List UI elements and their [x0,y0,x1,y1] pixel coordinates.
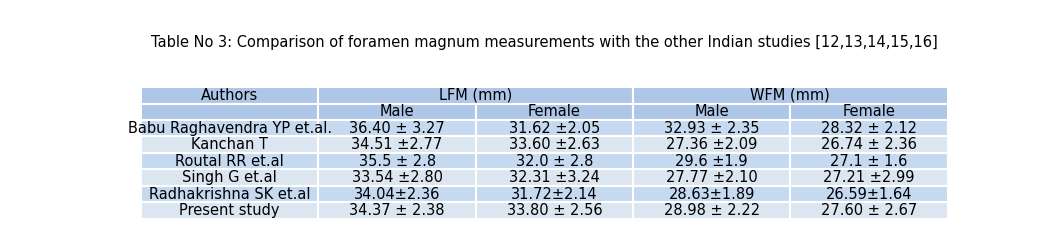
FancyBboxPatch shape [633,202,790,219]
FancyBboxPatch shape [633,103,790,120]
Text: 35.5 ± 2.8: 35.5 ± 2.8 [359,154,435,169]
FancyBboxPatch shape [141,103,319,120]
Text: Authors: Authors [201,88,258,103]
FancyBboxPatch shape [319,202,476,219]
Text: 32.93 ± 2.35: 32.93 ± 2.35 [664,121,759,136]
Text: 32.0 ± 2.8: 32.0 ± 2.8 [516,154,593,169]
Text: 36.40 ± 3.27: 36.40 ± 3.27 [349,121,445,136]
Text: Table No 3: Comparison of foramen magnum measurements with the other Indian stud: Table No 3: Comparison of foramen magnum… [151,34,938,50]
Text: 31.72±2.14: 31.72±2.14 [511,186,598,202]
Text: 28.98 ± 2.22: 28.98 ± 2.22 [664,203,759,218]
Text: Female: Female [842,104,895,119]
FancyBboxPatch shape [633,186,790,202]
FancyBboxPatch shape [476,120,633,136]
Text: 32.31 ±3.24: 32.31 ±3.24 [509,170,600,185]
Text: 33.80 ± 2.56: 33.80 ± 2.56 [507,203,602,218]
FancyBboxPatch shape [633,87,947,103]
Text: LFM (mm): LFM (mm) [439,88,512,103]
FancyBboxPatch shape [319,186,476,202]
Text: 29.6 ±1.9: 29.6 ±1.9 [675,154,748,169]
FancyBboxPatch shape [141,153,319,169]
FancyBboxPatch shape [476,153,633,169]
FancyBboxPatch shape [633,169,790,186]
Text: Radhakrishna SK et.al: Radhakrishna SK et.al [149,186,310,202]
Text: Routal RR et.al: Routal RR et.al [175,154,284,169]
Text: Female: Female [528,104,581,119]
FancyBboxPatch shape [790,136,947,153]
FancyBboxPatch shape [476,103,633,120]
FancyBboxPatch shape [633,153,790,169]
FancyBboxPatch shape [319,120,476,136]
Text: 27.36 ±2.09: 27.36 ±2.09 [666,137,757,152]
Text: 34.37 ± 2.38: 34.37 ± 2.38 [349,203,445,218]
FancyBboxPatch shape [633,136,790,153]
FancyBboxPatch shape [476,202,633,219]
FancyBboxPatch shape [141,186,319,202]
FancyBboxPatch shape [319,169,476,186]
Text: Kanchan T: Kanchan T [191,137,269,152]
FancyBboxPatch shape [319,153,476,169]
Text: WFM (mm): WFM (mm) [751,88,830,103]
Text: Present study: Present study [179,203,280,218]
FancyBboxPatch shape [476,169,633,186]
FancyBboxPatch shape [790,186,947,202]
Text: 33.60 ±2.63: 33.60 ±2.63 [509,137,600,152]
FancyBboxPatch shape [790,120,947,136]
Text: 33.54 ±2.80: 33.54 ±2.80 [352,170,443,185]
FancyBboxPatch shape [790,153,947,169]
FancyBboxPatch shape [141,169,319,186]
FancyBboxPatch shape [319,87,633,103]
Text: 34.51 ±2.77: 34.51 ±2.77 [352,137,443,152]
FancyBboxPatch shape [476,136,633,153]
Text: 26.59±1.64: 26.59±1.64 [825,186,912,202]
Text: 27.60 ± 2.67: 27.60 ± 2.67 [821,203,918,218]
FancyBboxPatch shape [319,103,476,120]
Text: Male: Male [695,104,729,119]
FancyBboxPatch shape [790,169,947,186]
Text: 28.32 ± 2.12: 28.32 ± 2.12 [821,121,917,136]
Text: Babu Raghavendra YP et.al.: Babu Raghavendra YP et.al. [127,121,331,136]
Text: 31.62 ±2.05: 31.62 ±2.05 [509,121,600,136]
FancyBboxPatch shape [790,202,947,219]
FancyBboxPatch shape [790,103,947,120]
FancyBboxPatch shape [319,136,476,153]
FancyBboxPatch shape [633,120,790,136]
Text: 28.63±1.89: 28.63±1.89 [668,186,755,202]
Text: 27.77 ±2.10: 27.77 ±2.10 [666,170,757,185]
Text: Male: Male [380,104,414,119]
Text: 34.04±2.36: 34.04±2.36 [354,186,441,202]
FancyBboxPatch shape [141,136,319,153]
Text: 27.21 ±2.99: 27.21 ±2.99 [823,170,914,185]
Text: 26.74 ± 2.36: 26.74 ± 2.36 [821,137,917,152]
FancyBboxPatch shape [476,186,633,202]
FancyBboxPatch shape [141,87,319,103]
FancyBboxPatch shape [141,120,319,136]
Text: Singh G et.al: Singh G et.al [183,170,277,185]
Text: 27.1 ± 1.6: 27.1 ± 1.6 [830,154,908,169]
FancyBboxPatch shape [141,202,319,219]
